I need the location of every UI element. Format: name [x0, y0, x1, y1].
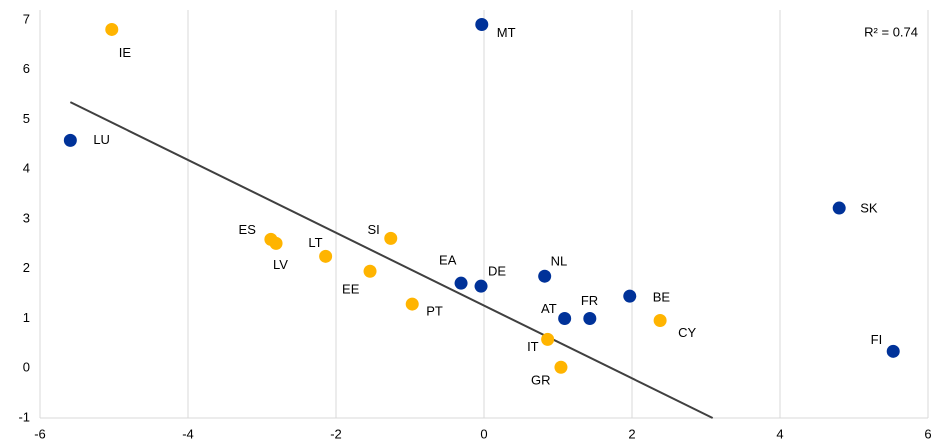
- y-tick-label: 5: [23, 111, 30, 126]
- point: [623, 289, 637, 303]
- y-tick-label: 4: [23, 161, 30, 176]
- point-label: AT: [541, 301, 557, 316]
- x-tick-label: 0: [480, 426, 487, 441]
- point: [405, 297, 419, 311]
- point: [384, 231, 398, 245]
- point-label: MT: [497, 25, 516, 40]
- point: [886, 344, 900, 358]
- point: [454, 276, 468, 290]
- x-tick-label: 6: [924, 426, 931, 441]
- point: [653, 313, 667, 327]
- x-tick-label: 4: [776, 426, 783, 441]
- point: [541, 332, 555, 346]
- point-label: SK: [860, 200, 878, 215]
- y-tick-label: 2: [23, 260, 30, 275]
- y-tick-label: 6: [23, 61, 30, 76]
- point-label: FR: [581, 293, 598, 308]
- point-label: EE: [342, 282, 360, 297]
- x-tick-label: 2: [628, 426, 635, 441]
- point-label: EA: [439, 253, 457, 268]
- point-label: LV: [273, 257, 288, 272]
- trendline: [69, 101, 714, 419]
- point: [475, 17, 489, 31]
- x-tick-label: -4: [182, 426, 194, 441]
- y-tick-label: 3: [23, 210, 30, 225]
- point-label: NL: [551, 254, 568, 269]
- y-tick-label: -1: [18, 409, 30, 424]
- point-label: LT: [308, 235, 322, 250]
- y-tick-label: 1: [23, 310, 30, 325]
- point: [269, 236, 283, 250]
- point: [583, 312, 597, 325]
- point-label: LU: [93, 132, 110, 147]
- point-label: GR: [531, 373, 551, 388]
- point-label: DE: [488, 264, 506, 279]
- point-label: SI: [367, 222, 379, 237]
- x-tick-label: -2: [330, 426, 342, 441]
- point: [363, 264, 377, 278]
- point: [554, 360, 568, 374]
- point-label: FI: [871, 332, 883, 347]
- point-label: IT: [527, 339, 539, 354]
- x-tick-label: -6: [34, 426, 46, 441]
- point-label: PT: [426, 304, 443, 319]
- point-label: BE: [653, 290, 671, 305]
- y-tick-label: 7: [23, 11, 30, 26]
- point: [319, 249, 333, 263]
- point: [538, 269, 552, 283]
- r-squared-annotation: R² = 0.74: [864, 24, 918, 39]
- point: [832, 201, 846, 215]
- point: [105, 22, 119, 36]
- point: [558, 312, 572, 325]
- point: [63, 133, 77, 147]
- y-tick-label: 0: [23, 360, 30, 375]
- point: [474, 279, 488, 293]
- point-label: ES: [239, 222, 257, 237]
- point-label: IE: [119, 45, 132, 60]
- point-label: CY: [678, 325, 696, 340]
